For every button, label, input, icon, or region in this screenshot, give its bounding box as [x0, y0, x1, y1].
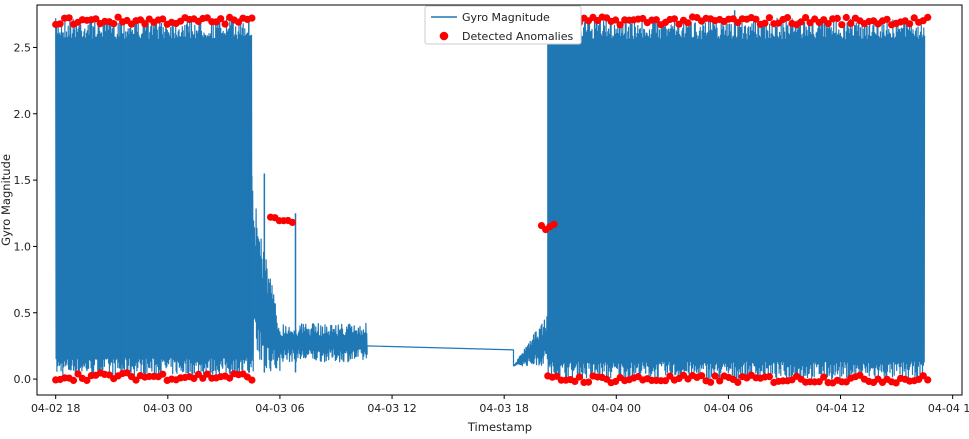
- y-axis-label: Gyro Magnitude: [0, 154, 13, 246]
- legend-entry-anomalies: Detected Anomalies: [462, 30, 573, 43]
- anomaly-point: [289, 219, 296, 226]
- anomaly-point: [838, 21, 845, 28]
- x-tick-label: 04-04 18: [928, 402, 969, 415]
- anomaly-point: [707, 379, 714, 386]
- x-tick-label: 04-04 06: [704, 402, 753, 415]
- y-tick-label: 2.0: [14, 108, 32, 121]
- x-tick-label: 04-04 00: [592, 402, 641, 415]
- anomaly-point: [222, 21, 229, 28]
- anomaly-point: [843, 14, 850, 21]
- x-tick-label: 04-03 00: [143, 402, 192, 415]
- x-tick-label: 04-03 06: [255, 402, 304, 415]
- anomaly-point: [66, 14, 73, 21]
- anomaly-point: [70, 377, 77, 384]
- y-tick-label: 1.5: [14, 174, 32, 187]
- legend: Gyro Magnitude Detected Anomalies: [425, 6, 581, 44]
- x-tick-label: 04-03 18: [479, 402, 528, 415]
- anomaly-point: [734, 379, 741, 386]
- y-tick-label: 1.0: [14, 240, 32, 253]
- anomaly-point: [585, 379, 592, 386]
- legend-entry-gyro: Gyro Magnitude: [462, 11, 550, 24]
- anomaly-point: [248, 377, 255, 384]
- x-tick-label: 04-03 12: [367, 402, 416, 415]
- anomaly-point: [550, 221, 557, 228]
- x-tick-label: 04-04 12: [816, 402, 865, 415]
- anomaly-point: [924, 376, 931, 383]
- anomaly-point: [57, 20, 64, 27]
- y-tick-label: 0.0: [14, 373, 32, 386]
- anomaly-point: [248, 15, 255, 22]
- anomaly-point: [766, 14, 773, 21]
- anomaly-point: [906, 20, 913, 27]
- y-tick-label: 0.5: [14, 307, 32, 320]
- anomaly-point: [684, 19, 691, 26]
- x-axis-label: Timestamp: [467, 420, 532, 434]
- anomaly-point: [834, 15, 841, 22]
- anomaly-point: [924, 14, 931, 21]
- legend-dot-swatch: [440, 32, 449, 41]
- anomaly-point: [784, 14, 791, 21]
- anomaly-point: [766, 373, 773, 380]
- x-tick-label: 04-02 18: [31, 402, 80, 415]
- anomaly-point: [576, 373, 583, 380]
- anomaly-point: [159, 371, 166, 378]
- anomaly-point: [110, 20, 117, 27]
- y-tick-label: 2.5: [14, 41, 32, 54]
- anomaly-point: [883, 16, 890, 23]
